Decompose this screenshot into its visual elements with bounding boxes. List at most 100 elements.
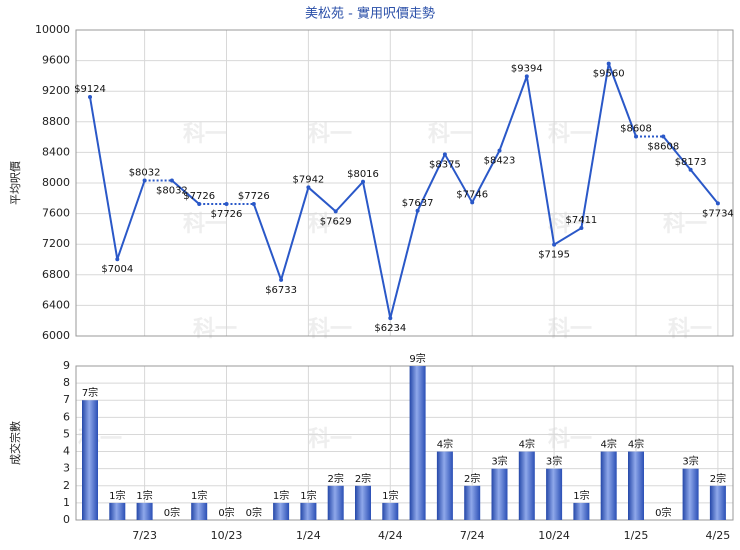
bar	[518, 451, 535, 520]
data-label: 9宗	[409, 352, 425, 365]
line-segment	[334, 181, 364, 213]
line-segment	[580, 63, 610, 229]
data-label: $8032	[129, 168, 161, 179]
point	[634, 134, 638, 139]
y-tick-label: 8	[63, 376, 70, 389]
point	[442, 152, 447, 157]
data-label: 0宗	[164, 506, 180, 519]
line-segment	[607, 63, 637, 137]
data-label: $9394	[511, 63, 543, 74]
point	[715, 201, 720, 206]
data-label: $7726	[183, 191, 215, 202]
line-segment	[89, 96, 119, 260]
data-label: 4宗	[601, 438, 617, 451]
watermark: 科一	[308, 427, 352, 452]
data-label: $7726	[211, 209, 243, 220]
watermark: 科一	[548, 317, 592, 342]
line-segment	[689, 169, 719, 204]
line-segment	[498, 76, 528, 151]
point	[306, 185, 311, 190]
y-tick-label: 8400	[42, 145, 70, 158]
line-segment	[280, 187, 310, 281]
y-axis-label: 成交宗數	[8, 421, 22, 465]
y-tick-label: 9200	[42, 84, 70, 97]
data-label: $7942	[292, 174, 324, 185]
x-tick-label: 4/25	[706, 529, 731, 542]
data-label: $6733	[265, 285, 297, 296]
line-segment	[471, 150, 501, 203]
point	[415, 208, 420, 213]
point	[279, 277, 284, 282]
y-tick-label: 4	[63, 445, 70, 458]
y-tick-label: 7	[63, 393, 70, 406]
bar	[709, 485, 726, 520]
data-label: $7746	[456, 189, 488, 200]
data-label: 1宗	[191, 489, 207, 502]
bar	[546, 468, 563, 520]
bar	[491, 468, 508, 520]
y-tick-label: 9600	[42, 54, 70, 67]
bar	[628, 451, 644, 520]
y-tick-label: 6400	[42, 298, 70, 311]
data-label: 1宗	[300, 489, 316, 502]
data-label: $8375	[429, 159, 461, 170]
point	[579, 226, 584, 231]
data-label: $8173	[675, 157, 707, 168]
y-tick-label: 3	[63, 462, 70, 475]
data-label: $8032	[156, 186, 188, 197]
y-tick-label: 8800	[42, 115, 70, 128]
y-tick-label: 9	[63, 359, 70, 372]
watermark: 科一	[183, 122, 227, 147]
data-label: 3宗	[682, 455, 698, 468]
line-segment	[416, 153, 446, 212]
data-label: $7411	[565, 215, 597, 226]
x-tick-label: 4/24	[378, 529, 403, 542]
point	[197, 201, 202, 206]
y-tick-label: 2	[63, 479, 70, 492]
data-label: $8608	[620, 123, 652, 134]
watermark: 科一	[428, 122, 472, 147]
plot-frame	[75, 29, 734, 337]
y-axis-label: 平均呎價	[8, 161, 22, 205]
data-label: 4宗	[437, 438, 453, 451]
watermark: 科一	[183, 212, 227, 237]
data-label: $7734	[702, 208, 734, 219]
bar	[273, 502, 290, 520]
x-tick-label: 10/24	[538, 529, 570, 542]
x-tick-label: 10/23	[211, 529, 243, 542]
watermark: 科一	[548, 427, 592, 452]
y-tick-label: 5	[63, 427, 70, 440]
bar	[409, 366, 426, 520]
data-label: 1宗	[273, 489, 289, 502]
point	[606, 61, 611, 66]
bar	[682, 468, 699, 520]
point	[497, 148, 502, 153]
data-label: $8608	[647, 141, 679, 152]
line-segment	[525, 76, 556, 245]
y-tick-label: 10000	[35, 23, 70, 36]
bar	[382, 502, 399, 520]
y-tick-label: 0	[63, 513, 70, 526]
watermark: 科一	[308, 122, 352, 147]
data-label: 1宗	[109, 489, 125, 502]
data-label: 7宗	[82, 386, 98, 399]
data-label: 4宗	[628, 438, 644, 451]
bar	[327, 485, 344, 520]
data-label: 3宗	[546, 455, 562, 468]
line-segment	[362, 181, 392, 319]
y-tick-label: 7600	[42, 207, 70, 220]
data-label: $8016	[347, 169, 379, 180]
data-label: $7726	[238, 191, 270, 202]
point	[361, 179, 365, 184]
data-label: $9124	[74, 84, 106, 95]
bar	[436, 451, 453, 520]
point	[142, 178, 147, 183]
line-segment	[444, 153, 474, 203]
watermark: 科一	[193, 317, 237, 342]
line-segment	[252, 203, 283, 281]
point	[88, 95, 92, 100]
point	[552, 242, 557, 247]
data-label: 1宗	[573, 489, 589, 502]
data-label: 3宗	[491, 455, 507, 468]
